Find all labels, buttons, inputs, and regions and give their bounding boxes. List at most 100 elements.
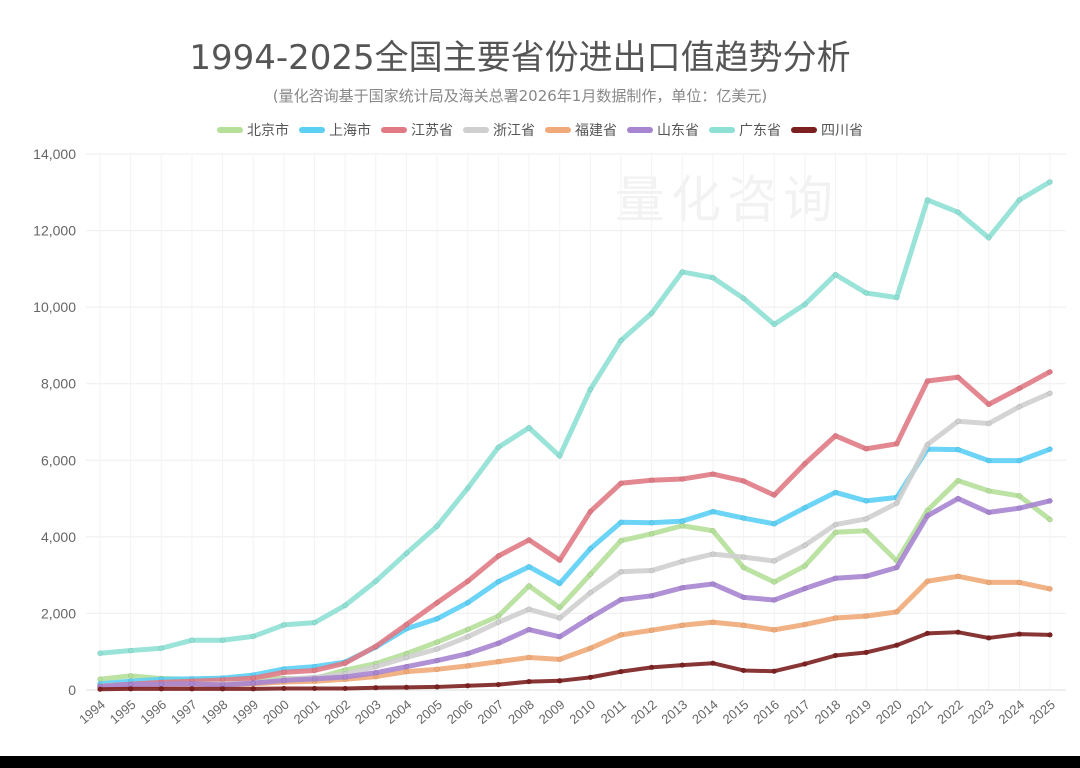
data-point xyxy=(311,676,318,682)
x-tick-label: 2006 xyxy=(444,697,476,727)
data-point xyxy=(281,669,287,676)
y-tick-label: 8,000 xyxy=(41,376,76,392)
data-point xyxy=(526,606,532,612)
data-point xyxy=(403,621,410,628)
legend-label: 四川省 xyxy=(821,123,863,139)
data-point xyxy=(710,508,716,515)
data-point xyxy=(802,505,808,511)
data-point xyxy=(464,599,471,606)
data-point xyxy=(311,685,318,692)
x-tick-label: 2008 xyxy=(505,697,537,727)
data-point xyxy=(556,678,563,684)
data-point xyxy=(127,686,134,692)
x-tick-label: 2004 xyxy=(383,697,415,727)
data-point xyxy=(955,446,961,453)
data-point xyxy=(955,477,961,484)
data-point xyxy=(434,639,440,645)
data-point xyxy=(158,681,165,688)
data-point xyxy=(771,492,777,498)
data-point xyxy=(618,337,624,344)
data-point xyxy=(802,621,808,628)
data-point xyxy=(985,635,992,641)
data-point xyxy=(464,485,471,491)
legend-item[interactable]: 江苏省 xyxy=(381,120,453,140)
data-point xyxy=(648,519,655,526)
x-tick-label: 1998 xyxy=(199,697,231,727)
data-point xyxy=(863,649,869,656)
data-point xyxy=(434,616,440,622)
data-point xyxy=(771,579,777,585)
legend-item[interactable]: 北京市 xyxy=(217,120,289,140)
data-point xyxy=(771,597,777,603)
data-point xyxy=(464,663,471,669)
data-point xyxy=(832,271,839,278)
data-point xyxy=(250,680,256,686)
data-point xyxy=(464,634,471,640)
data-point xyxy=(526,424,532,431)
data-point xyxy=(771,627,777,633)
legend-item[interactable]: 山东省 xyxy=(627,120,699,140)
data-point xyxy=(158,686,165,692)
data-point xyxy=(556,453,563,459)
data-point xyxy=(250,686,256,692)
data-point xyxy=(832,521,839,528)
data-point xyxy=(1047,498,1053,504)
x-tick-label: 2019 xyxy=(842,697,874,727)
data-point xyxy=(894,294,900,301)
legend-swatch xyxy=(791,127,817,133)
data-point xyxy=(771,558,777,564)
data-point xyxy=(1016,505,1023,511)
data-point xyxy=(985,235,992,241)
x-tick-label: 1996 xyxy=(137,697,169,727)
data-point xyxy=(802,460,808,467)
data-point xyxy=(618,537,624,544)
data-point xyxy=(495,613,502,619)
data-point xyxy=(526,626,532,633)
x-tick-label: 2025 xyxy=(1026,697,1058,727)
data-point xyxy=(648,531,655,537)
legend-item[interactable]: 浙江省 xyxy=(463,120,535,140)
legend-item[interactable]: 福建省 xyxy=(545,120,617,140)
x-tick-label: 2022 xyxy=(934,697,966,727)
data-point xyxy=(556,634,563,640)
data-point xyxy=(985,420,992,427)
data-point xyxy=(740,554,747,560)
x-tick-label: 1995 xyxy=(107,697,139,727)
data-point xyxy=(526,678,532,685)
y-tick-label: 4,000 xyxy=(41,529,76,545)
data-point xyxy=(985,509,992,516)
legend-label: 福建省 xyxy=(575,123,617,139)
data-point xyxy=(985,401,992,408)
x-tick-label: 2020 xyxy=(873,697,905,727)
data-point xyxy=(955,209,961,215)
data-point xyxy=(97,650,103,656)
x-tick-label: 2017 xyxy=(781,697,813,727)
data-point xyxy=(281,622,287,628)
data-point xyxy=(587,645,594,652)
legend-item[interactable]: 上海市 xyxy=(299,120,371,140)
legend-item[interactable]: 广东省 xyxy=(709,120,781,140)
data-point xyxy=(373,643,379,650)
data-point xyxy=(1047,390,1053,397)
data-point xyxy=(710,551,716,557)
data-point xyxy=(342,685,348,692)
data-point xyxy=(679,662,686,668)
data-point xyxy=(648,664,655,671)
data-point xyxy=(434,599,440,606)
y-tick-label: 2,000 xyxy=(41,605,76,621)
data-point xyxy=(679,269,686,275)
data-point xyxy=(740,295,747,302)
data-point xyxy=(679,523,686,529)
legend-item[interactable]: 四川省 xyxy=(791,120,863,140)
data-point xyxy=(924,578,931,585)
data-point xyxy=(464,578,471,585)
data-point xyxy=(832,489,839,496)
legend: 北京市 上海市 江苏省 浙江省 福建省 山东省 广东省 四川省 xyxy=(0,120,1080,140)
x-tick-label: 2018 xyxy=(812,697,844,727)
x-tick-label: 2011 xyxy=(598,697,629,726)
data-point xyxy=(771,668,777,674)
x-tick-label: 2005 xyxy=(413,697,445,727)
data-point xyxy=(373,663,379,670)
x-tick-label: 2013 xyxy=(658,697,690,727)
